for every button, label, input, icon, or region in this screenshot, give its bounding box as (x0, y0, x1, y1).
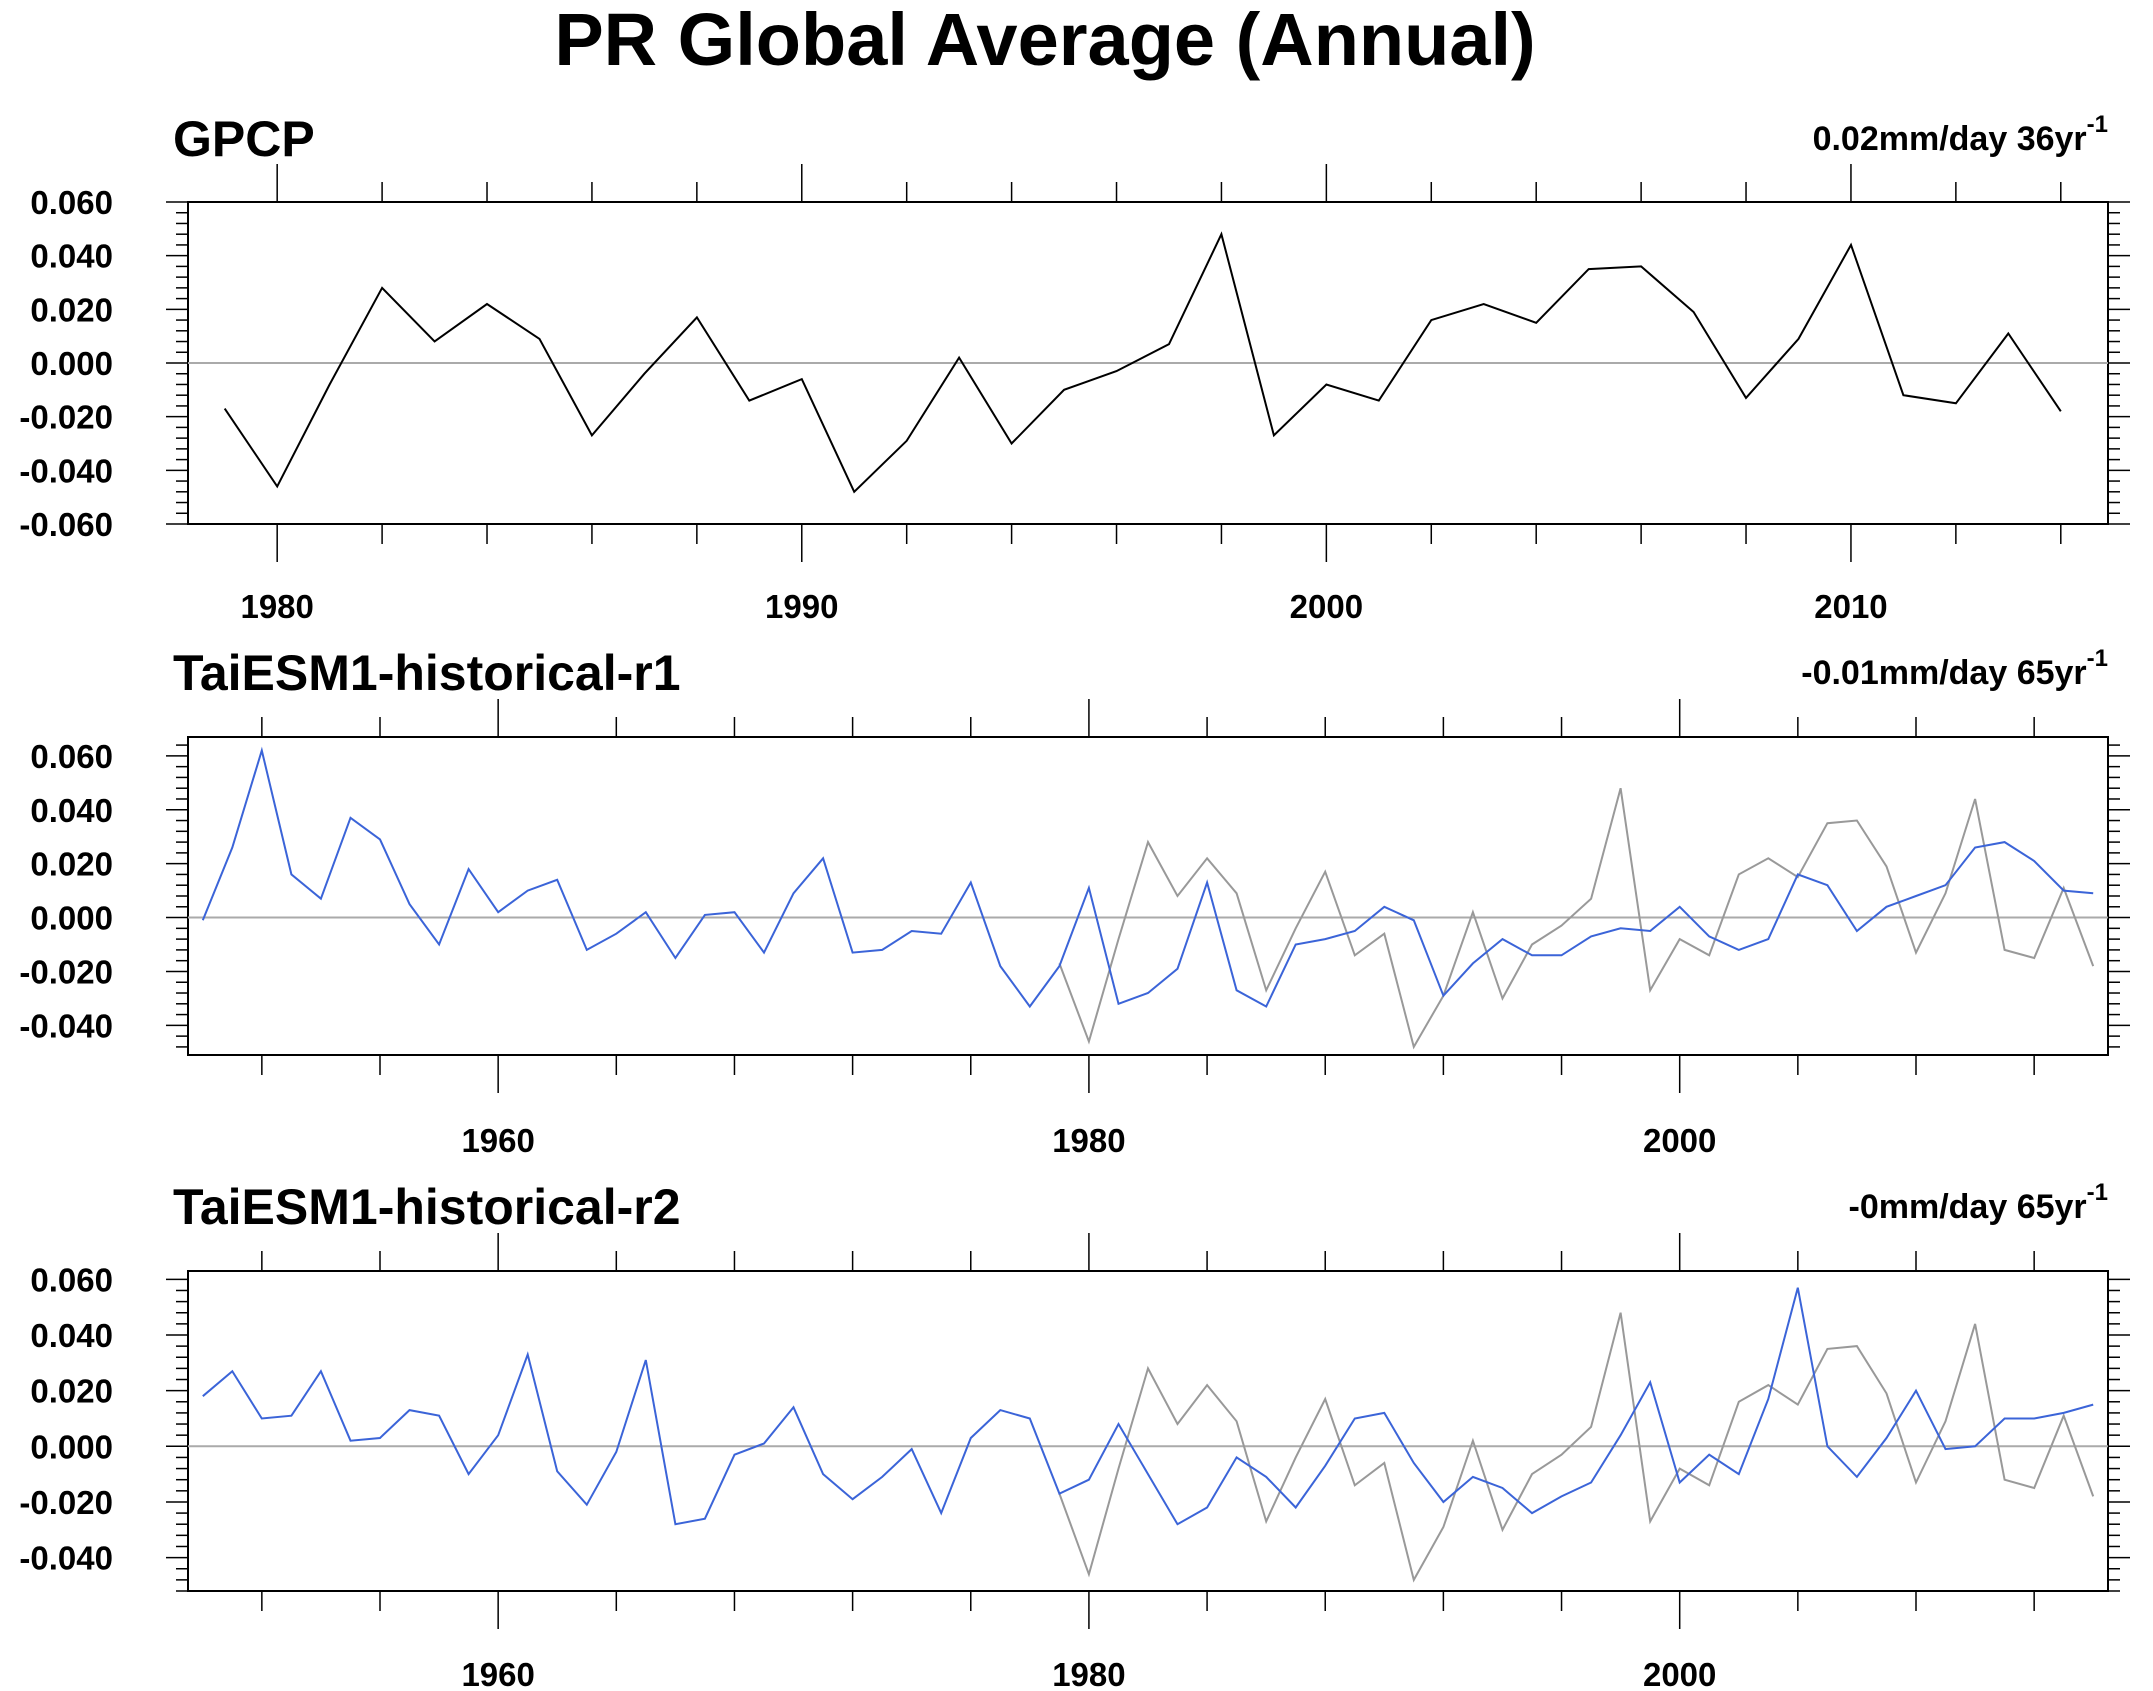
trend-superscript: -1 (2087, 111, 2108, 138)
trend-label: -0.01mm/day 65yr-1 (1801, 645, 2108, 692)
y-tick-label: 0.020 (30, 846, 113, 883)
x-tick-label: 2000 (1643, 1122, 1716, 1159)
y-tick-label: 0.040 (30, 238, 113, 275)
trend-label: -0mm/day 65yr-1 (1849, 1179, 2108, 1226)
y-tick-label: -0.040 (19, 452, 113, 489)
x-tick-label: 1980 (1052, 1122, 1125, 1159)
y-tick-label: -0.020 (19, 399, 113, 436)
trend-superscript: -1 (2087, 1179, 2108, 1206)
y-tick-label: -0.040 (19, 1540, 113, 1577)
x-tick-label: 1960 (461, 1122, 534, 1159)
y-tick-label: 0.000 (30, 345, 113, 382)
x-tick-label: 2010 (1814, 588, 1887, 625)
y-tick-label: 0.040 (30, 1317, 113, 1354)
series-line-observed (223, 231, 2062, 494)
y-tick-label: -0.020 (19, 953, 113, 990)
panel-title: TaiESM1-historical-r1 (173, 645, 681, 701)
panel-3: TaiESM1-historical-r2 -0mm/day 65yr-1 0.06… (19, 1179, 2130, 1691)
y-tick-label: -0.020 (19, 1484, 113, 1521)
y-tick-label: 0.020 (30, 1373, 113, 1410)
panel-2: TaiESM1-historical-r1 -0.01mm/day 65yr-1 0… (19, 645, 2130, 1159)
series-line-model (201, 746, 2094, 1009)
x-tick-label: 1960 (461, 1656, 534, 1691)
y-tick-label: -0.040 (19, 1007, 113, 1044)
plot-frame (187, 736, 2109, 1056)
x-tick-label: 2000 (1290, 588, 1363, 625)
y-tick-label: 0.060 (30, 184, 113, 221)
figure-title: PR Global Average (Annual) (554, 0, 1536, 81)
x-tick-label: 2000 (1643, 1656, 1716, 1691)
y-tick-label: 0.060 (30, 738, 113, 775)
y-tick-label: 0.000 (30, 1428, 113, 1465)
panel-1: GPCP 0.02mm/day 36yr-1 0.060 0.040 0.020 0.00… (19, 111, 2130, 625)
y-tick-label: 0.040 (30, 792, 113, 829)
plot-frame (187, 1270, 2109, 1592)
series-line-reference (1058, 1312, 2095, 1583)
y-tick-label: 0.000 (30, 900, 113, 937)
y-tick-label: -0.060 (19, 506, 113, 543)
x-tick-label: 1980 (240, 588, 313, 625)
series-line-reference (1058, 787, 2095, 1050)
x-tick-label: 1990 (765, 588, 838, 625)
x-tick-label: 1980 (1052, 1656, 1125, 1691)
panel-title: TaiESM1-historical-r2 (173, 1179, 681, 1235)
trend-label: 0.02mm/day 36yr-1 (1813, 111, 2108, 158)
trend-superscript: -1 (2087, 645, 2108, 672)
series-line-model (202, 1287, 2094, 1526)
y-tick-label: 0.060 (30, 1261, 113, 1298)
panel-title: GPCP (173, 111, 315, 167)
y-tick-label: 0.020 (30, 291, 113, 328)
